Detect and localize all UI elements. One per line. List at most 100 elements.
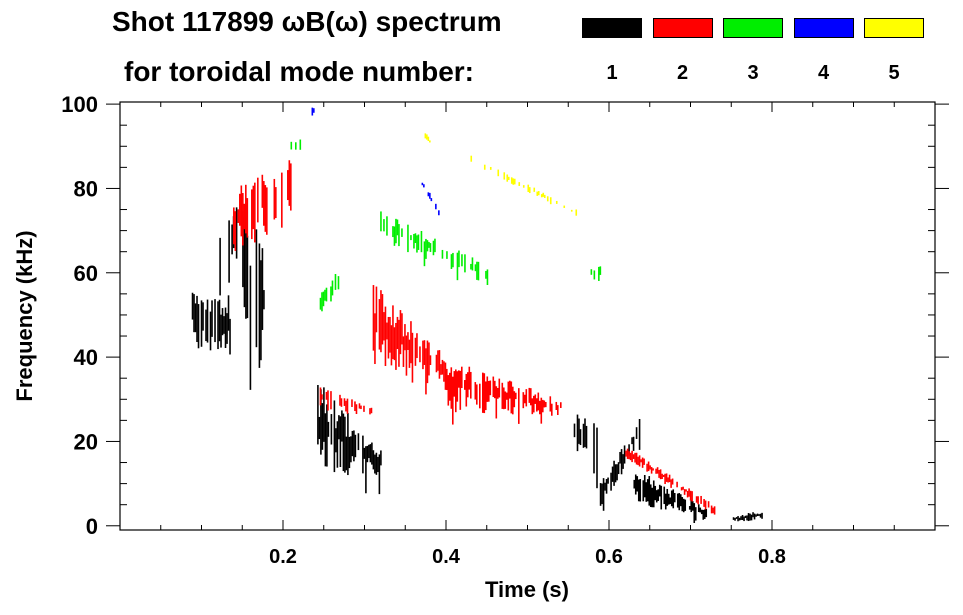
spectrum-mark-mode-2 [483, 373, 486, 414]
spectrum-mark-mode-1 [642, 480, 645, 502]
spectrum-mark-mode-3 [486, 269, 489, 286]
spectrum-mark-mode-1 [593, 423, 595, 474]
spectrum-mark-mode-3 [434, 238, 436, 253]
spectrum-mark-mode-3 [321, 292, 323, 312]
spectrum-mark-mode-2 [501, 382, 504, 409]
spectrum-mark-mode-2 [682, 486, 684, 490]
spectrum-mark-mode-2 [375, 286, 378, 333]
spectrum-mark-mode-2 [631, 450, 633, 463]
spectrum-mark-mode-1 [317, 385, 319, 445]
spectrum-mark-mode-2 [437, 350, 439, 371]
spectrum-mark-mode-1 [639, 479, 642, 502]
spectrum-mark-mode-1 [220, 314, 222, 348]
spectrum-mark-mode-3 [470, 263, 472, 270]
spectrum-mark-mode-1 [196, 295, 198, 343]
spectrum-mark-mode-2 [549, 396, 552, 412]
spectrum-mark-mode-3 [414, 233, 417, 244]
spectrum-mark-mode-2 [395, 322, 397, 370]
spectrum-mark-mode-1 [667, 493, 670, 505]
spectrum-mark-mode-3 [337, 276, 340, 290]
spectrum-mark-mode-3 [485, 270, 487, 279]
spectrum-mark-mode-1 [657, 489, 660, 501]
mode-1-region [242, 204, 265, 390]
spectrum-mark-mode-1 [631, 437, 633, 445]
spectrum-mark-mode-1 [602, 478, 605, 511]
spectrum-mark-mode-2 [380, 290, 382, 353]
spectrum-mark-mode-2 [494, 380, 496, 399]
spectrum-mark-mode-3 [319, 297, 322, 310]
spectrum-mark-mode-2 [444, 362, 447, 390]
spectrum-mark-mode-2 [649, 465, 651, 470]
spectrum-mark-mode-1 [354, 434, 357, 458]
mode-3-region [380, 211, 489, 286]
spectrum-mark-mode-1 [323, 387, 325, 442]
spectrum-mark-mode-2 [662, 474, 665, 477]
spectrum-mark-mode-2 [389, 316, 391, 353]
spectrum-mark-mode-2 [512, 386, 514, 415]
spectrum-mark-mode-1 [632, 436, 635, 451]
spectrum-mark-mode-1 [664, 493, 667, 510]
spectrum-mark-mode-2 [486, 376, 489, 402]
spectrum-mark-mode-2 [474, 382, 477, 400]
y-tick-label: 0 [86, 514, 98, 539]
spectrum-mark-mode-2 [453, 371, 456, 397]
spectrum-mark-mode-2 [703, 499, 705, 507]
spectrum-mark-mode-2 [707, 501, 710, 508]
spectrum-mark-mode-2 [685, 489, 687, 492]
spectrum-mark-mode-3 [452, 252, 454, 268]
spectrum-mark-mode-1 [688, 506, 691, 510]
spectrum-mark-mode-2 [670, 479, 672, 488]
spectrum-mark-mode-2 [416, 333, 418, 359]
spectrum-mark-mode-1 [330, 414, 333, 445]
spectrum-mark-mode-2 [340, 398, 343, 407]
spectrum-mark-mode-2 [240, 185, 243, 237]
spectrum-mark-mode-2 [393, 327, 396, 361]
spectrum-mark-mode-2 [537, 392, 540, 411]
spectrum-mark-mode-2 [459, 370, 462, 410]
spectrum-mark-mode-5 [575, 209, 578, 216]
spectrum-mark-mode-1 [738, 517, 741, 521]
spectrum-mark-mode-1 [365, 446, 367, 494]
spectrum-mark-mode-4 [429, 192, 431, 199]
plot-frame [119, 101, 936, 531]
spectrum-mark-mode-5 [518, 182, 521, 186]
legend-label-mode-3: 3 [747, 62, 759, 84]
spectrum-mark-mode-2 [325, 391, 328, 400]
spectrum-mark-mode-2 [254, 182, 256, 243]
spectrum-mark-mode-1 [368, 444, 370, 459]
spectrum-mark-mode-3 [386, 216, 388, 236]
spectrum-mark-mode-1 [320, 389, 322, 455]
spectrum-mark-mode-2 [281, 172, 283, 228]
spectrum-mark-mode-2 [458, 370, 460, 388]
spectrum-mark-mode-1 [380, 450, 382, 466]
spectrum-mark-mode-1 [666, 488, 669, 506]
spectrum-mark-mode-2 [671, 478, 674, 485]
spectrum-mark-mode-3 [413, 233, 415, 249]
spectrum-mark-mode-2 [495, 386, 498, 419]
spectrum-mark-mode-2 [680, 487, 683, 491]
spectrum-mark-mode-3 [295, 142, 297, 150]
spectrum-mark-mode-1 [209, 311, 212, 351]
spectrum-mark-mode-1 [652, 480, 655, 508]
spectrum-mark-mode-2 [510, 381, 513, 414]
spectrum-mark-mode-4 [421, 182, 424, 186]
legend-label-mode-2: 2 [676, 62, 689, 84]
spectrum-mark-mode-2 [343, 398, 346, 406]
spectrum-mark-mode-2 [635, 452, 638, 465]
spectrum-mark-mode-4 [438, 210, 440, 216]
spectrum-mark-mode-2 [372, 285, 375, 351]
spectrum-mark-mode-3 [476, 261, 478, 280]
spectrum-mark-mode-2 [710, 505, 713, 514]
spectrum-mark-mode-2 [676, 481, 678, 488]
spectrum-mark-mode-2 [261, 174, 264, 208]
spectrum-mark-mode-2 [534, 394, 537, 404]
mode-2-region [446, 366, 562, 425]
spectrum-mark-mode-3 [458, 250, 460, 268]
spectrum-mark-mode-1 [617, 462, 620, 475]
spectrum-mark-mode-5 [513, 178, 516, 185]
spectrum-mark-mode-1 [648, 476, 651, 506]
spectrum-mark-mode-2 [407, 332, 409, 350]
spectrum-mark-mode-2 [507, 381, 510, 411]
spectrum-mark-mode-1 [599, 483, 602, 506]
spectrum-mark-mode-5 [497, 169, 500, 177]
